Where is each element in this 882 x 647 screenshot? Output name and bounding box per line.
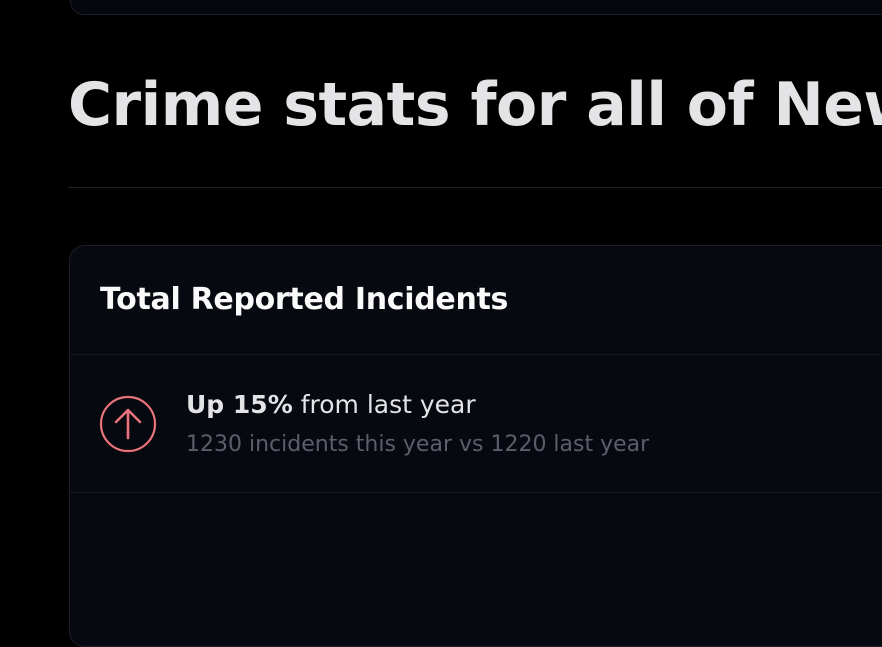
change-emphasis: Up 15% bbox=[186, 390, 293, 419]
change-text: from last year bbox=[300, 390, 476, 419]
change-detail: 1230 incidents this year vs 1220 last ye… bbox=[186, 432, 650, 457]
card-divider bbox=[70, 354, 882, 355]
card-divider bbox=[70, 492, 882, 493]
card-title: Total Reported Incidents bbox=[100, 282, 509, 317]
page: {"heading": "Crime stats for all of New … bbox=[68, 0, 882, 647]
section-divider bbox=[68, 187, 882, 188]
previous-card bbox=[70, 0, 882, 15]
trend-up-icon bbox=[99, 395, 157, 453]
page-heading: Crime stats for all of New Ze bbox=[68, 70, 882, 140]
change-summary: Up 15% from last year bbox=[186, 390, 476, 419]
stats-card: Total Reported Incidents Up 15% from las… bbox=[69, 245, 882, 647]
